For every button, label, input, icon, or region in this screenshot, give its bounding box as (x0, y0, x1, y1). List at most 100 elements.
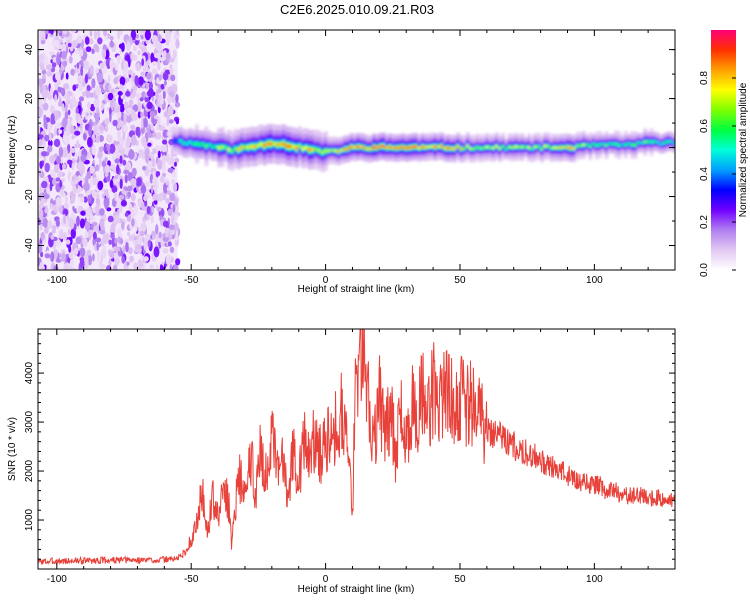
band-cell (404, 147, 409, 150)
noise-blob (151, 157, 156, 168)
band-cell (614, 143, 619, 145)
noise-blob (86, 84, 91, 91)
y-tick-label: 1000 (24, 508, 35, 531)
noise-blob (157, 150, 161, 159)
noise-blob (152, 170, 156, 179)
band-cell (662, 142, 667, 144)
noise-blob (123, 60, 129, 72)
band-cell (469, 147, 473, 150)
x-tick-label: 100 (586, 275, 603, 286)
band-cell (385, 147, 390, 149)
noise-blob (153, 246, 160, 258)
noise-blob (91, 78, 96, 89)
band-cell (420, 146, 425, 148)
noise-blob (136, 93, 142, 99)
noise-blob (60, 252, 66, 262)
noise-blob (130, 52, 135, 61)
noise-blob (99, 157, 102, 168)
noise-blob (123, 261, 127, 267)
noise-blob (86, 249, 92, 256)
noise-blob (74, 49, 80, 55)
x-tick-label: 100 (586, 574, 603, 585)
band-cell (249, 145, 254, 148)
noise-blob (86, 101, 91, 109)
noise-blob (170, 230, 175, 235)
noise-blob (170, 74, 176, 82)
noise-blob (38, 78, 44, 88)
noise-blob (130, 88, 134, 94)
band-cell (327, 149, 331, 152)
noise-blob (70, 148, 76, 153)
colorbar-tick-label: 0.4 (699, 167, 710, 181)
noise-blob (61, 103, 65, 112)
noise-blob (89, 165, 96, 174)
band-cell (198, 143, 202, 146)
band-cell (562, 146, 567, 149)
noise-blob (59, 229, 64, 240)
noise-blob (116, 181, 120, 189)
band-cell (478, 147, 483, 150)
noise-blob (75, 236, 82, 245)
band-cell (265, 142, 270, 146)
noise-blob (92, 253, 95, 262)
noise-blob (165, 30, 171, 40)
noise-blob (121, 255, 125, 264)
noise-blob (130, 30, 137, 41)
noise-blob (50, 59, 53, 64)
noise-blob (80, 210, 86, 216)
noise-blob (110, 223, 116, 233)
noise-blob (78, 83, 83, 92)
noise-blob (107, 74, 111, 83)
x-tick-label: 50 (454, 275, 466, 286)
band-cell (311, 148, 315, 151)
band-cell (340, 149, 344, 152)
noise-blob (146, 72, 152, 80)
noise-blob (71, 135, 75, 140)
noise-blob (130, 178, 137, 186)
noise-blob (114, 158, 120, 164)
noise-blob (83, 182, 90, 191)
band-cell (391, 147, 396, 149)
noise-blob (87, 194, 92, 203)
noise-blob (162, 220, 169, 228)
band-cell (523, 146, 528, 148)
colorbar-tick-label: 0.6 (699, 119, 710, 133)
snr-panel: -100 -50 0 50 100 1000 2000 3000 4000 Height of … (7, 328, 676, 595)
noise-blob (95, 205, 100, 214)
noise-blob (63, 130, 69, 136)
noise-blob (137, 101, 141, 109)
colorbar-tick-label: 0.2 (699, 215, 710, 229)
noise-blob (135, 126, 140, 136)
noise-blob (174, 222, 179, 233)
band-cell (659, 143, 664, 145)
noise-blob (43, 102, 49, 111)
noise-blob (129, 93, 136, 99)
noise-blob (140, 71, 145, 77)
noise-blob (165, 40, 170, 46)
noise-blob (95, 136, 100, 144)
y-tick-label: 0 (24, 144, 35, 150)
noise-blob (165, 181, 170, 186)
noise-blob (49, 181, 53, 192)
noise-blob (169, 57, 175, 63)
noise-blob (93, 30, 98, 40)
noise-blob (162, 71, 169, 81)
noise-blob (79, 96, 84, 102)
noise-blob (104, 117, 110, 126)
noise-blob (160, 99, 164, 105)
noise-blob (78, 49, 84, 57)
noise-blob (147, 90, 152, 97)
noise-blob (167, 105, 174, 117)
noise-blob (41, 88, 48, 100)
noise-blob (82, 69, 87, 75)
band-cell (256, 144, 260, 147)
noise-blob (101, 49, 107, 59)
band-cell (336, 150, 341, 153)
noise-blob (93, 124, 98, 136)
noise-blob (153, 115, 160, 120)
noise-blob (114, 191, 118, 202)
noise-blob (53, 265, 59, 270)
noise-blob (40, 232, 45, 241)
noise-blob (118, 120, 124, 127)
noise-blob (162, 248, 169, 254)
